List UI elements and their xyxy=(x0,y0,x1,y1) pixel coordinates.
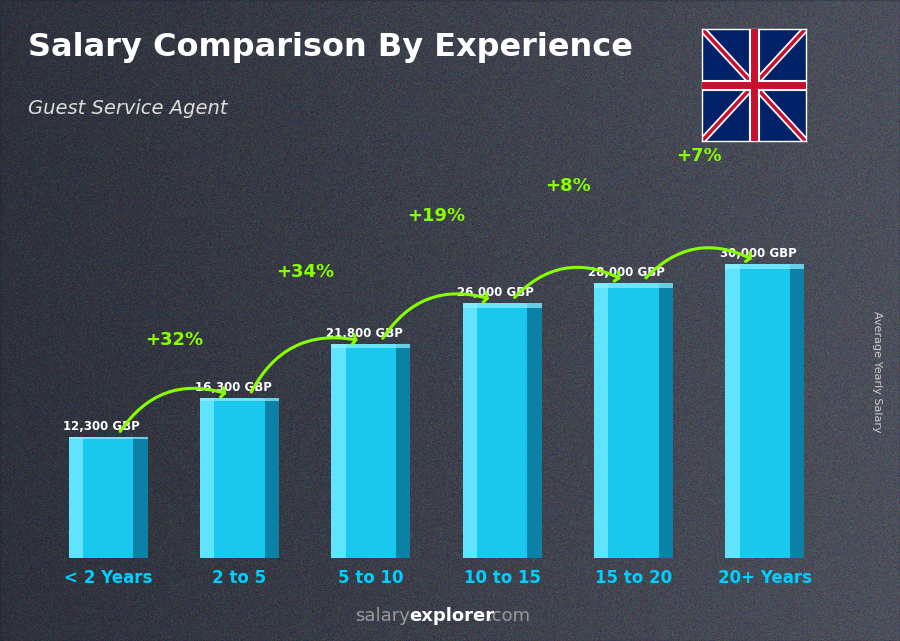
Bar xyxy=(594,283,608,558)
Bar xyxy=(68,437,83,558)
Text: +19%: +19% xyxy=(408,208,465,226)
Text: salary: salary xyxy=(355,607,410,625)
Bar xyxy=(200,398,279,558)
Bar xyxy=(265,398,279,558)
Text: +8%: +8% xyxy=(544,178,590,196)
Bar xyxy=(463,303,542,308)
Text: Average Yearly Salary: Average Yearly Salary xyxy=(872,311,883,433)
Bar xyxy=(659,283,673,558)
Text: 21,800 GBP: 21,800 GBP xyxy=(326,327,402,340)
Bar xyxy=(200,398,214,558)
Text: .com: .com xyxy=(486,607,530,625)
Text: +7%: +7% xyxy=(676,147,722,165)
Bar xyxy=(68,437,148,439)
Bar xyxy=(396,344,410,558)
Bar xyxy=(725,264,805,558)
Bar xyxy=(331,344,346,558)
Bar xyxy=(463,303,542,558)
Bar xyxy=(725,264,805,269)
Bar xyxy=(200,398,279,401)
Bar xyxy=(331,344,410,348)
Bar xyxy=(594,283,673,558)
Text: 30,000 GBP: 30,000 GBP xyxy=(720,247,796,260)
Bar xyxy=(463,303,477,558)
Bar xyxy=(527,303,542,558)
Text: explorer: explorer xyxy=(410,607,495,625)
Text: 16,300 GBP: 16,300 GBP xyxy=(194,381,272,394)
Text: Salary Comparison By Experience: Salary Comparison By Experience xyxy=(28,32,633,63)
Bar xyxy=(331,344,410,558)
Bar xyxy=(594,283,673,288)
Text: Guest Service Agent: Guest Service Agent xyxy=(28,99,228,118)
Bar xyxy=(133,437,148,558)
Text: +32%: +32% xyxy=(145,331,202,349)
Bar xyxy=(790,264,805,558)
Text: 12,300 GBP: 12,300 GBP xyxy=(63,420,140,433)
Bar xyxy=(68,437,148,558)
Bar xyxy=(725,264,740,558)
Text: +34%: +34% xyxy=(276,263,334,281)
Text: 26,000 GBP: 26,000 GBP xyxy=(457,286,534,299)
Text: 28,000 GBP: 28,000 GBP xyxy=(589,266,665,279)
